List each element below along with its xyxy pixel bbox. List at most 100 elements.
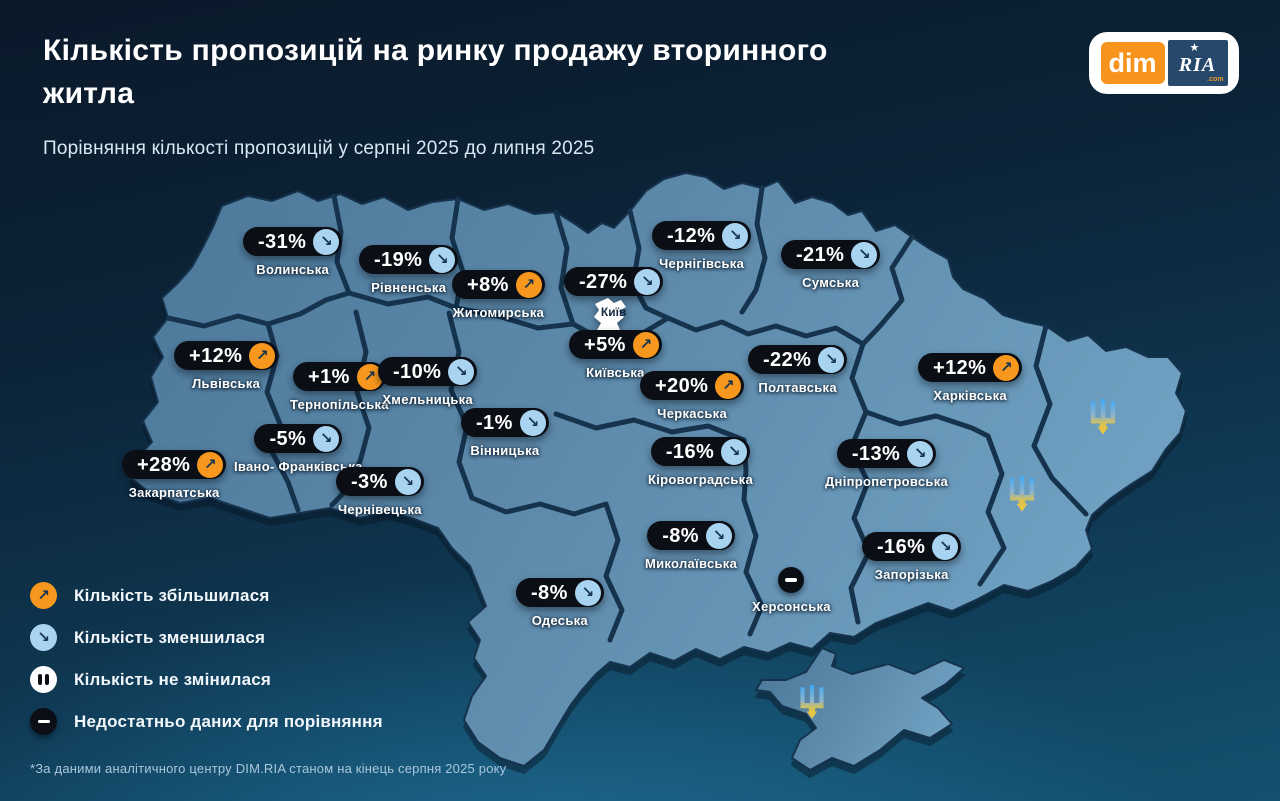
minus-icon <box>778 567 805 593</box>
trend-down-icon: ↘ <box>907 440 934 467</box>
arrow-glyph: ↘ <box>436 250 449 268</box>
arrow-glyph: ↘ <box>581 583 595 601</box>
trend-down-icon: ↘ <box>429 246 456 273</box>
region-badge: -27% ↘ Київ <box>564 267 664 355</box>
arrow-glyph: ↘ <box>858 245 871 263</box>
percent-pill: -21% ↘ <box>781 240 881 269</box>
minus-bar <box>37 719 50 724</box>
percent-value: +12% <box>933 356 987 379</box>
region-badge: -5% ↘ Івано- Франківська <box>234 424 363 475</box>
legend-label: Недостатньо даних для порівняння <box>74 711 383 731</box>
percent-value: -8% <box>531 581 568 604</box>
percent-value: -1% <box>476 411 513 434</box>
region-name-label: Харківська <box>933 388 1007 403</box>
legend-item: Кількість не змінилася <box>30 666 383 693</box>
percent-value: -27% <box>579 270 628 293</box>
dimria-logo: dim ★ RIA .com <box>1089 32 1239 94</box>
percent-value: +5% <box>584 333 626 356</box>
region-badge: +28% ↗ Закарпатська <box>122 450 227 501</box>
region-badge: -3% ↘ Чернівецька <box>336 467 424 518</box>
arrow-glyph: ↘ <box>712 526 726 544</box>
pause-icon <box>30 666 57 693</box>
region-name-label: Рівненська <box>371 280 447 295</box>
arrow-glyph: ↘ <box>455 362 468 380</box>
percent-pill: -5% ↘ <box>254 424 343 453</box>
percent-pill: -16% ↘ <box>862 532 962 561</box>
percent-pill: -1% ↘ <box>461 408 549 437</box>
percent-pill: -8% ↘ <box>647 521 735 550</box>
trend-down-icon: ↘ <box>851 241 878 268</box>
region-name-label: Чернівецька <box>337 502 422 517</box>
arrow-glyph: ↘ <box>526 413 540 431</box>
legend-item: ↗ Кількість збільшилася <box>30 582 383 609</box>
trend-down-icon: ↘ <box>30 624 57 651</box>
trend-down-icon: ↘ <box>705 522 732 549</box>
kyiv-city-label: Київ <box>600 305 627 319</box>
ria-com-text: .com <box>1207 76 1224 83</box>
percent-value: -16% <box>877 535 926 558</box>
percent-value: -12% <box>667 224 716 247</box>
percent-value: -19% <box>374 248 423 271</box>
trend-up-icon: ↗ <box>197 451 224 478</box>
trend-up-icon: ↗ <box>632 331 659 358</box>
percent-pill: -12% ↘ <box>652 221 752 250</box>
trend-down-icon: ↘ <box>519 409 546 436</box>
region-name-label: Черкаська <box>657 406 727 421</box>
region-name-label: Запорізька <box>874 567 949 582</box>
arrow-glyph: ↗ <box>363 367 377 385</box>
trend-down-icon: ↘ <box>721 438 748 465</box>
trend-up-icon: ↗ <box>715 372 742 399</box>
percent-pill: +28% ↗ <box>122 450 227 479</box>
region-badge: +1% ↗ Тернопільська <box>290 362 389 413</box>
region-badge: Херсонська <box>752 567 831 615</box>
ria-logo-text: RIA <box>1178 53 1217 76</box>
percent-pill: -10% ↘ <box>378 357 478 386</box>
percent-pill: +12% ↗ <box>918 353 1023 382</box>
arrow-glyph: ↘ <box>401 472 415 490</box>
arrow-glyph: ↘ <box>319 429 333 447</box>
arrow-glyph: ↘ <box>825 350 838 368</box>
region-badge: -13% ↘ Дніпропетровська <box>825 439 948 490</box>
dim-logo-text: dim <box>1100 42 1165 84</box>
trend-down-icon: ↘ <box>932 533 959 560</box>
percent-value: +20% <box>655 374 709 397</box>
percent-value: -13% <box>851 442 901 465</box>
region-badge: -16% ↘ Кіровоградська <box>648 437 753 488</box>
region-badge: -8% ↘ Одеська <box>516 578 604 629</box>
region-name-label: Кіровоградська <box>648 472 754 487</box>
trend-down-icon: ↘ <box>448 358 475 385</box>
arrow-glyph: ↗ <box>1000 358 1013 376</box>
percent-value: -31% <box>258 230 307 253</box>
arrow-glyph: ↗ <box>722 376 735 394</box>
arrow-glyph: ↘ <box>913 444 927 462</box>
legend-label: Кількість зменшилася <box>74 627 266 647</box>
region-name-label: Миколаївська <box>645 556 738 571</box>
trend-down-icon: ↘ <box>818 346 845 373</box>
arrow-glyph: ↗ <box>204 455 217 473</box>
trend-down-icon: ↘ <box>574 579 601 606</box>
percent-pill: -3% ↘ <box>336 467 424 496</box>
trend-up-icon: ↗ <box>30 582 57 609</box>
region-badge: -21% ↘ Сумська <box>781 240 881 291</box>
percent-value: -8% <box>662 524 699 547</box>
region-name-label: Тернопільська <box>290 397 389 412</box>
percent-pill: +1% ↗ <box>293 362 386 391</box>
pause-bars <box>38 674 49 685</box>
region-badge: -10% ↘ Хмельницька <box>378 357 478 408</box>
region-name-label: Житомирська <box>452 305 545 320</box>
percent-pill: -22% ↘ <box>748 345 848 374</box>
region-badge: -22% ↘ Полтавська <box>748 345 848 396</box>
arrow-glyph: ↘ <box>320 232 333 250</box>
region-badge: +12% ↗ Харківська <box>918 353 1023 404</box>
percent-pill: -16% ↘ <box>650 437 751 466</box>
arrow-glyph: ↘ <box>37 628 50 646</box>
minus-icon <box>30 708 57 735</box>
region-badge: -12% ↘ Чернігівська <box>652 221 752 272</box>
region-name-label: Волинська <box>256 262 330 277</box>
region-name-label: Чернігівська <box>659 256 745 271</box>
arrow-glyph: ↗ <box>37 586 50 604</box>
legend: ↗ Кількість збільшилася ↘ Кількість зменшил… <box>30 582 383 735</box>
trend-down-icon: ↘ <box>394 468 421 495</box>
footnote: *За даними аналітичного центру DIM.RIA с… <box>30 761 507 776</box>
trend-up-icon: ↗ <box>993 354 1020 381</box>
